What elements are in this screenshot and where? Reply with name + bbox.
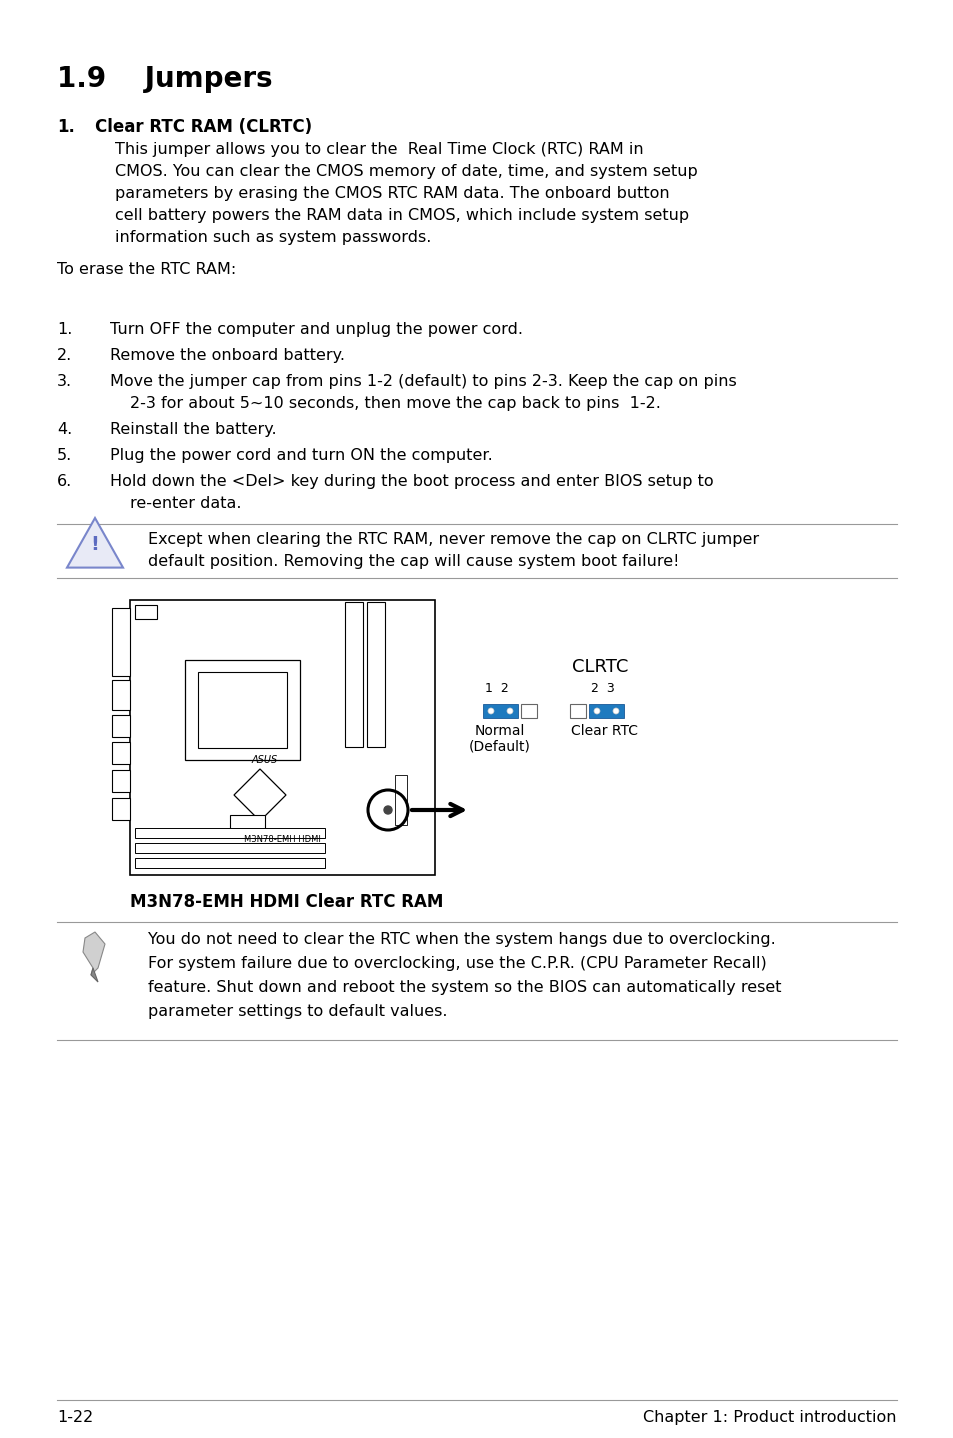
FancyBboxPatch shape <box>135 858 325 869</box>
Text: Reinstall the battery.: Reinstall the battery. <box>110 421 276 437</box>
Text: CLRTC: CLRTC <box>571 659 627 676</box>
Text: Chapter 1: Product introduction: Chapter 1: Product introduction <box>643 1411 896 1425</box>
FancyBboxPatch shape <box>135 828 325 838</box>
Text: parameters by erasing the CMOS RTC RAM data. The onboard button: parameters by erasing the CMOS RTC RAM d… <box>115 186 669 201</box>
FancyBboxPatch shape <box>482 705 517 718</box>
FancyBboxPatch shape <box>112 769 130 792</box>
Circle shape <box>384 807 392 814</box>
Text: information such as system passwords.: information such as system passwords. <box>115 230 431 244</box>
FancyBboxPatch shape <box>588 705 623 718</box>
FancyBboxPatch shape <box>112 715 130 738</box>
FancyBboxPatch shape <box>395 775 407 825</box>
Text: You do not need to clear the RTC when the system hangs due to overclocking.: You do not need to clear the RTC when th… <box>148 932 775 948</box>
FancyBboxPatch shape <box>130 600 435 874</box>
Text: 6.: 6. <box>57 475 72 489</box>
FancyBboxPatch shape <box>345 603 363 746</box>
Text: 2  3: 2 3 <box>590 682 614 695</box>
Text: To erase the RTC RAM:: To erase the RTC RAM: <box>57 262 236 278</box>
Text: Normal: Normal <box>475 723 525 738</box>
Text: This jumper allows you to clear the  Real Time Clock (RTC) RAM in: This jumper allows you to clear the Real… <box>115 142 643 157</box>
Text: 3.: 3. <box>57 374 72 390</box>
Circle shape <box>613 707 618 715</box>
Text: 2-3 for about 5~10 seconds, then move the cap back to pins  1-2.: 2-3 for about 5~10 seconds, then move th… <box>130 395 660 411</box>
FancyBboxPatch shape <box>520 705 537 718</box>
Polygon shape <box>91 968 98 982</box>
Text: Clear RTC RAM (CLRTC): Clear RTC RAM (CLRTC) <box>95 118 312 137</box>
Text: ASUS: ASUS <box>252 755 278 765</box>
Text: 1-22: 1-22 <box>57 1411 93 1425</box>
Text: parameter settings to default values.: parameter settings to default values. <box>148 1004 447 1020</box>
Text: 1.: 1. <box>57 322 72 336</box>
Text: default position. Removing the cap will cause system boot failure!: default position. Removing the cap will … <box>148 554 679 569</box>
FancyBboxPatch shape <box>367 603 385 746</box>
Text: Except when clearing the RTC RAM, never remove the cap on CLRTC jumper: Except when clearing the RTC RAM, never … <box>148 532 759 546</box>
FancyBboxPatch shape <box>198 672 287 748</box>
FancyBboxPatch shape <box>185 660 299 761</box>
Text: feature. Shut down and reboot the system so the BIOS can automatically reset: feature. Shut down and reboot the system… <box>148 981 781 995</box>
Text: Hold down the <Del> key during the boot process and enter BIOS setup to: Hold down the <Del> key during the boot … <box>110 475 713 489</box>
Text: CMOS. You can clear the CMOS memory of date, time, and system setup: CMOS. You can clear the CMOS memory of d… <box>115 164 697 178</box>
Text: Clear RTC: Clear RTC <box>571 723 638 738</box>
Text: 5.: 5. <box>57 449 72 463</box>
FancyBboxPatch shape <box>230 815 265 835</box>
Circle shape <box>506 707 513 715</box>
Text: Remove the onboard battery.: Remove the onboard battery. <box>110 348 345 362</box>
Polygon shape <box>83 932 105 975</box>
Text: (Default): (Default) <box>469 741 531 754</box>
Text: 1.9    Jumpers: 1.9 Jumpers <box>57 65 273 93</box>
FancyBboxPatch shape <box>112 742 130 764</box>
FancyBboxPatch shape <box>112 608 130 676</box>
Text: Plug the power cord and turn ON the computer.: Plug the power cord and turn ON the comp… <box>110 449 493 463</box>
Text: M3N78-EMH HDMI: M3N78-EMH HDMI <box>243 835 320 844</box>
Text: Move the jumper cap from pins 1-2 (default) to pins 2-3. Keep the cap on pins: Move the jumper cap from pins 1-2 (defau… <box>110 374 736 390</box>
Text: cell battery powers the RAM data in CMOS, which include system setup: cell battery powers the RAM data in CMOS… <box>115 209 688 223</box>
FancyBboxPatch shape <box>135 843 325 853</box>
Text: Turn OFF the computer and unplug the power cord.: Turn OFF the computer and unplug the pow… <box>110 322 522 336</box>
FancyBboxPatch shape <box>112 680 130 710</box>
Text: For system failure due to overclocking, use the C.P.R. (CPU Parameter Recall): For system failure due to overclocking, … <box>148 956 766 971</box>
Text: 1  2: 1 2 <box>484 682 508 695</box>
Circle shape <box>488 707 494 715</box>
Text: 4.: 4. <box>57 421 72 437</box>
FancyBboxPatch shape <box>569 705 585 718</box>
Circle shape <box>594 707 599 715</box>
FancyBboxPatch shape <box>135 605 157 618</box>
Text: M3N78-EMH HDMI Clear RTC RAM: M3N78-EMH HDMI Clear RTC RAM <box>130 893 443 912</box>
Polygon shape <box>67 518 123 568</box>
Text: re-enter data.: re-enter data. <box>130 496 241 510</box>
FancyBboxPatch shape <box>112 798 130 820</box>
Text: !: ! <box>91 535 99 555</box>
Text: 1.: 1. <box>57 118 74 137</box>
Text: 2.: 2. <box>57 348 72 362</box>
